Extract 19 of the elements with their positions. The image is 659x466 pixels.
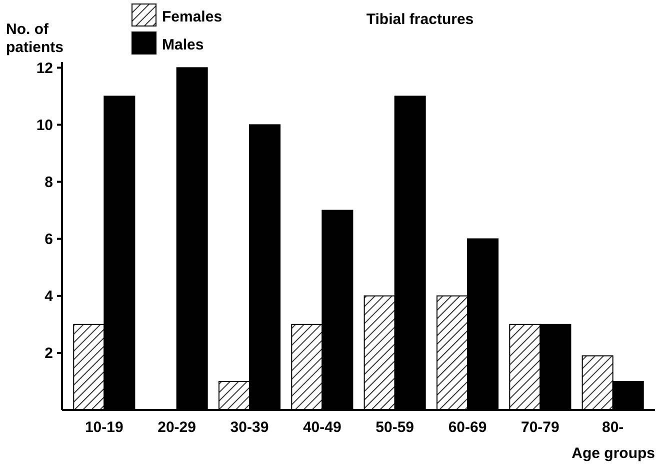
x-tick-label: 60-69 <box>448 419 487 436</box>
x-axis-title: Age groups <box>572 445 655 462</box>
y-tick-label: 8 <box>44 174 53 192</box>
y-tick-label: 2 <box>44 345 53 362</box>
legend-label: Males <box>162 36 204 54</box>
y-tick-label: 10 <box>36 117 53 134</box>
x-tick-label: 40-49 <box>302 419 342 436</box>
y-tick-label: 4 <box>44 288 54 306</box>
x-tick-label: 20-29 <box>158 419 196 436</box>
x-tick-label: 30-39 <box>230 419 269 436</box>
y-tick-label: 12 <box>36 60 53 77</box>
x-tick-label: 70-79 <box>520 419 560 436</box>
x-tick-label: 50-59 <box>376 419 414 436</box>
x-tick-label: 80- <box>602 419 624 436</box>
y-tick-label: 6 <box>44 231 53 248</box>
y-axis-title: No. of patients <box>6 21 64 56</box>
chart-title: Tibial fractures <box>366 11 474 28</box>
x-tick-label: 10-19 <box>84 419 124 436</box>
legend-label: Females <box>162 8 222 26</box>
